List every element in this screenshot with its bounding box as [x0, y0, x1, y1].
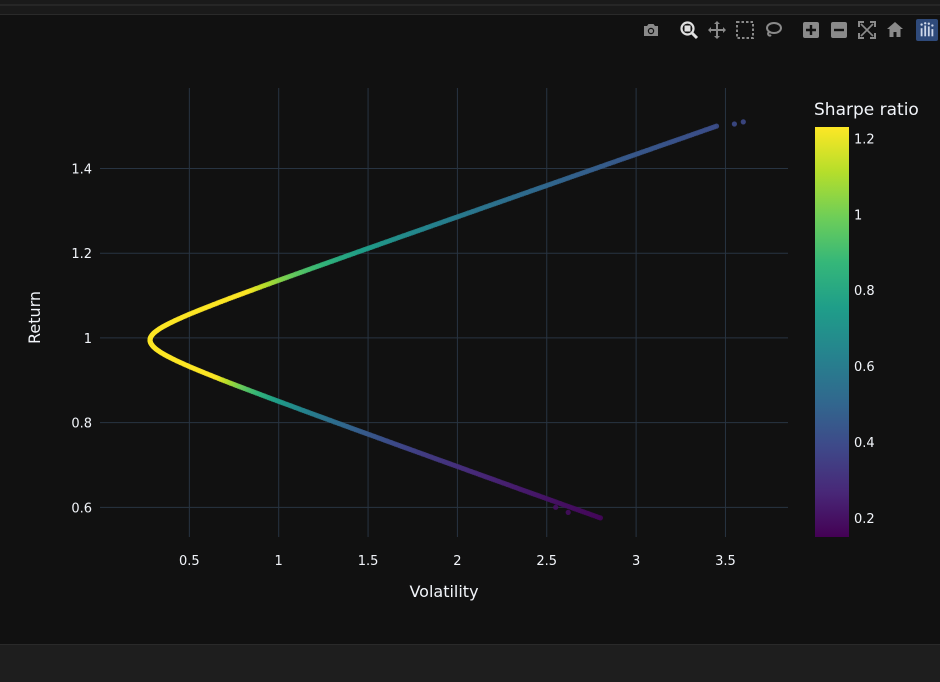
colorbar-tick-label: 1.2 — [854, 132, 875, 147]
colorbar-title: Sharpe ratio — [814, 100, 919, 120]
y-axis: 0.6 0.8 1 1.2 1.4 — [71, 162, 92, 516]
y-tick-label: 0.6 — [71, 501, 92, 516]
y-axis-title: Return — [25, 291, 44, 344]
zoom-in-icon[interactable] — [798, 17, 824, 43]
x-tick-label: 1.5 — [358, 554, 379, 569]
colorbar-tick-label: 0.8 — [854, 284, 875, 299]
box-select-icon[interactable] — [732, 17, 758, 43]
data-point[interactable] — [731, 121, 738, 127]
x-tick-label: 2 — [453, 554, 461, 569]
x-tick-label: 3.5 — [715, 554, 736, 569]
data-point[interactable] — [565, 509, 571, 515]
colorbar-tick-label: 0.2 — [854, 512, 875, 527]
colorbar-tick-label: 0.4 — [854, 436, 875, 451]
modebar — [638, 17, 938, 43]
plotly-logo-icon[interactable] — [916, 19, 938, 41]
pan-icon[interactable] — [704, 17, 730, 43]
autoscale-icon[interactable] — [854, 17, 880, 43]
colorbar: Sharpe ratio 0.2 0.4 0.6 0.8 1 1.2 — [814, 100, 919, 537]
x-axis: 0.5 1 1.5 2 2.5 3 3.5 — [179, 554, 736, 569]
grid — [100, 88, 788, 537]
colorbar-tick-label: 1 — [854, 208, 862, 223]
lasso-select-icon[interactable] — [760, 17, 786, 43]
top-strip — [0, 0, 940, 15]
data-point[interactable] — [553, 504, 559, 510]
colorbar-ticks: 0.2 0.4 0.6 0.8 1 1.2 — [854, 132, 875, 527]
camera-icon[interactable] — [638, 17, 664, 43]
y-tick-label: 1.2 — [71, 247, 92, 262]
y-tick-label: 0.8 — [71, 417, 92, 432]
zoom-out-icon[interactable] — [826, 17, 852, 43]
colorbar-tick-label: 0.6 — [854, 360, 875, 375]
x-tick-label: 1 — [275, 554, 283, 569]
zoom-icon[interactable] — [676, 17, 702, 43]
data-point[interactable] — [740, 119, 746, 125]
bottom-strip — [0, 644, 940, 682]
y-tick-label: 1 — [84, 332, 92, 347]
y-tick-label: 1.4 — [71, 162, 92, 177]
data-points[interactable] — [147, 119, 746, 521]
home-icon[interactable] — [882, 17, 908, 43]
colorbar-gradient — [815, 127, 849, 537]
data-point[interactable] — [597, 515, 604, 521]
x-tick-label: 3 — [632, 554, 640, 569]
x-tick-label: 0.5 — [179, 554, 200, 569]
x-axis-title: Volatility — [409, 582, 478, 601]
x-tick-label: 2.5 — [536, 554, 557, 569]
